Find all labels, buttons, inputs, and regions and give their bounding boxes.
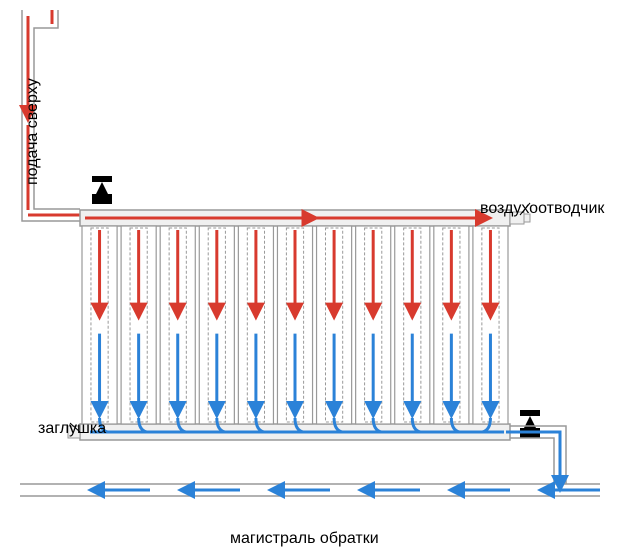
diagram-svg [0, 0, 620, 538]
label-return-line: магистраль обратки [230, 530, 379, 548]
radiator-diagram: подача сверху воздухоотводчик заглушка м… [0, 0, 620, 538]
label-plug: заглушка [38, 420, 106, 438]
label-supply: подача сверху [24, 78, 42, 185]
label-air-vent: воздухоотводчик [480, 200, 604, 218]
